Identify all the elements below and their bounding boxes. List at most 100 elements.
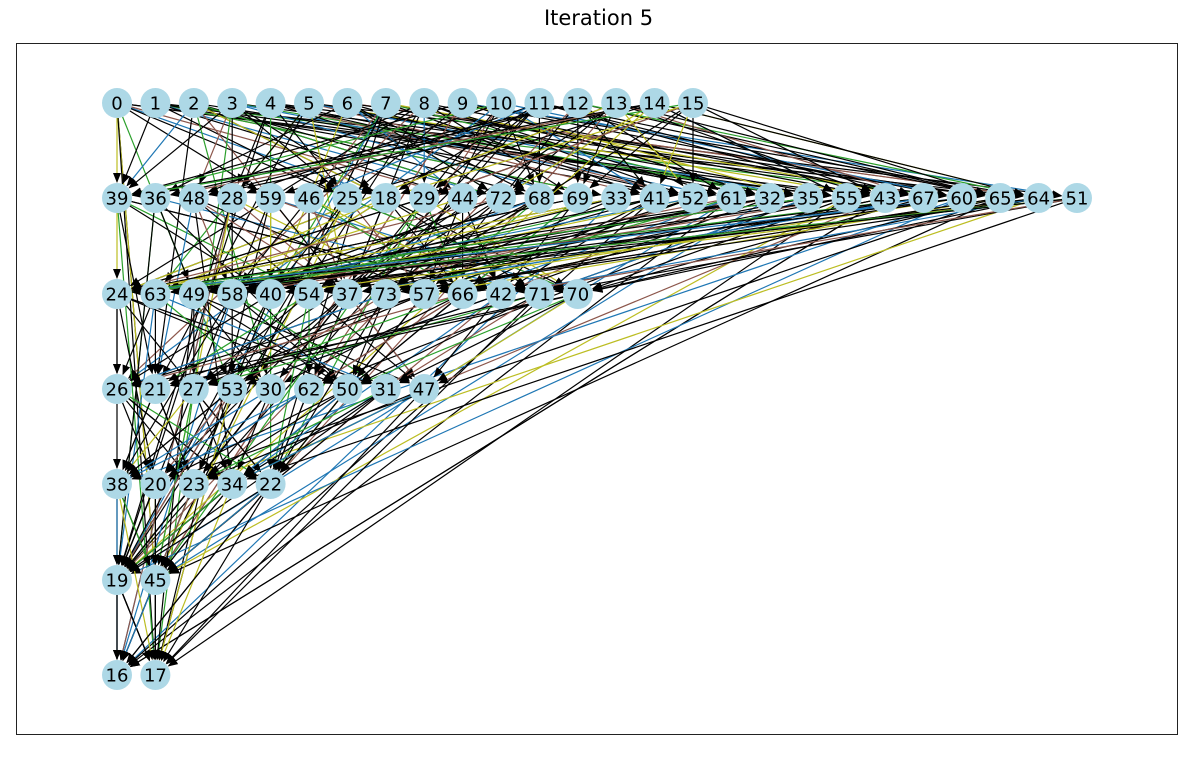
node-circle <box>1062 183 1092 213</box>
node-label: 57 <box>413 285 436 306</box>
edge-47-23 <box>207 394 411 479</box>
edge-47-17 <box>165 399 415 665</box>
node-label: 63 <box>144 285 167 306</box>
edge-15-39 <box>131 104 679 198</box>
edge-3-39 <box>128 112 221 189</box>
edge-30-38 <box>129 396 259 477</box>
node-24: 24 <box>102 279 132 309</box>
node-32: 32 <box>754 183 785 213</box>
edge-47-34 <box>245 395 412 478</box>
node-34: 34 <box>217 469 248 499</box>
node-3: 3 <box>217 88 248 118</box>
node-label: 3 <box>226 94 237 115</box>
node-circle <box>447 279 478 309</box>
edge-66-26 <box>131 297 449 387</box>
edge-22-45 <box>166 493 260 571</box>
node-19: 19 <box>102 565 132 595</box>
node-label: 50 <box>336 380 359 401</box>
node-14: 14 <box>639 88 670 118</box>
node-72: 72 <box>486 183 516 213</box>
edge-36-49 <box>160 211 189 281</box>
node-label: 51 <box>1066 189 1089 210</box>
node-35: 35 <box>793 183 824 213</box>
node-circle <box>409 279 440 309</box>
node-label: 33 <box>605 189 628 210</box>
node-circle <box>102 183 132 213</box>
node-57: 57 <box>409 279 440 309</box>
node-circle <box>486 183 516 213</box>
edge-15-29 <box>438 107 680 194</box>
edge-40-26 <box>129 301 259 382</box>
node-36: 36 <box>140 183 171 213</box>
edge-61-16 <box>128 206 720 666</box>
node-circle <box>294 374 324 404</box>
edge-6-36 <box>168 109 335 192</box>
node-label: 45 <box>144 571 167 592</box>
node-circle <box>140 183 171 213</box>
edge-13-52 <box>625 114 684 187</box>
node-circle <box>178 469 209 499</box>
edge-64-58 <box>247 199 1024 296</box>
node-circle <box>409 183 440 213</box>
node-circle <box>140 279 171 309</box>
edge-14-72 <box>513 110 643 191</box>
node-11: 11 <box>524 88 555 118</box>
node-label: 21 <box>144 380 167 401</box>
node-circle <box>140 565 171 595</box>
node-30: 30 <box>255 374 286 404</box>
node-37: 37 <box>332 279 363 309</box>
node-circle <box>486 88 516 118</box>
node-label: 40 <box>259 285 282 306</box>
node-21: 21 <box>140 374 171 404</box>
node-70: 70 <box>562 279 593 309</box>
node-23: 23 <box>178 469 209 499</box>
node-13: 13 <box>601 88 632 118</box>
edge-22-16 <box>126 495 262 664</box>
node-circle <box>102 279 132 309</box>
edge-14-48 <box>208 105 641 197</box>
node-49: 49 <box>178 279 209 309</box>
node-circle <box>255 469 286 499</box>
node-circle <box>486 279 516 309</box>
node-circle <box>678 88 708 118</box>
node-39: 39 <box>102 183 132 213</box>
edge-63-26 <box>122 307 151 376</box>
edge-69-24 <box>131 200 564 293</box>
node-label: 2 <box>188 94 199 115</box>
node-67: 67 <box>908 183 939 213</box>
node-circle <box>102 469 132 499</box>
edge-60-24 <box>131 199 947 296</box>
node-circle <box>409 88 440 118</box>
node-circle <box>332 183 363 213</box>
node-circle <box>217 88 248 118</box>
node-label: 37 <box>336 285 359 306</box>
node-circle <box>639 183 670 213</box>
node-label: 58 <box>221 285 244 306</box>
node-circle <box>985 183 1016 213</box>
node-label: 36 <box>144 189 167 210</box>
node-label: 27 <box>182 380 205 401</box>
node-label: 20 <box>144 475 167 496</box>
edge-60-49 <box>208 199 947 295</box>
edge-15-65 <box>707 106 986 195</box>
node-label: 53 <box>221 380 244 401</box>
node-12: 12 <box>562 88 593 118</box>
edge-55-45 <box>168 204 834 573</box>
node-circle <box>524 183 555 213</box>
node-label: 38 <box>106 475 129 496</box>
node-label: 73 <box>374 285 397 306</box>
node-6: 6 <box>332 88 363 118</box>
node-45: 45 <box>140 565 171 595</box>
edge-13-65 <box>630 106 986 196</box>
node-label: 1 <box>150 94 161 115</box>
plot-frame <box>16 43 1178 735</box>
edge-11-29 <box>435 112 529 189</box>
node-label: 68 <box>528 189 551 210</box>
edge-14-39 <box>131 105 640 198</box>
edge-70-26 <box>131 296 564 388</box>
edge-65-45 <box>169 203 987 574</box>
edge-70-47 <box>436 301 566 382</box>
node-61: 61 <box>716 183 747 213</box>
node-circle <box>140 88 171 118</box>
node-circle <box>601 183 632 213</box>
